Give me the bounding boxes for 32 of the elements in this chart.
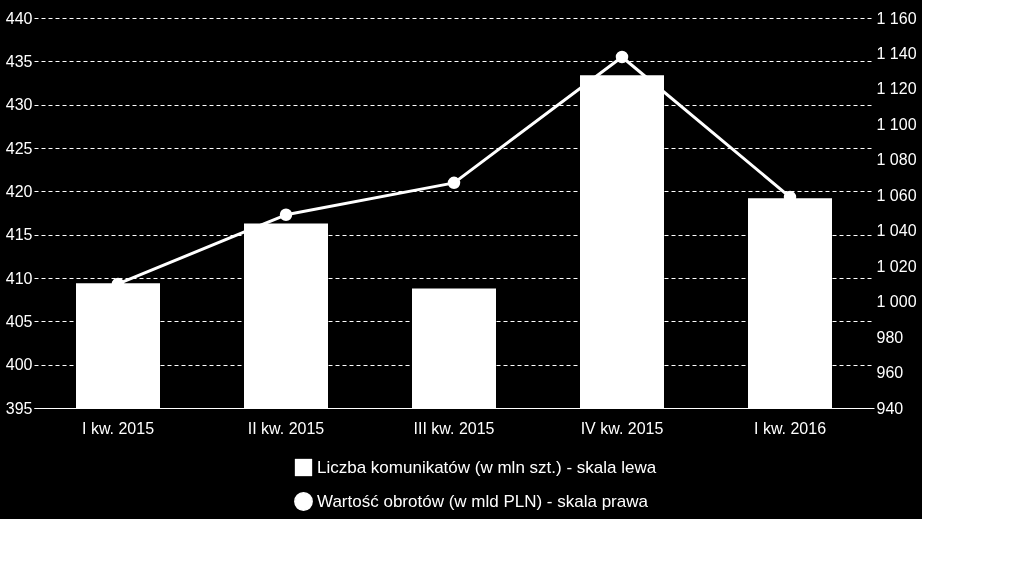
point <box>447 176 461 190</box>
y-tick-label: 415 <box>5 226 33 244</box>
y2-tick-label: 1 020 <box>876 257 917 275</box>
point <box>615 50 629 64</box>
y-tick-label: 410 <box>5 269 33 287</box>
y2-tick-label: 960 <box>876 364 904 382</box>
point <box>279 208 293 222</box>
y2-tick-label: 1 060 <box>876 186 917 204</box>
y2-tick-label: 1 000 <box>876 293 917 311</box>
y-tick-label: 420 <box>5 182 33 200</box>
y-tick-label: 395 <box>5 399 33 417</box>
legend-label: Wartość obrotów (w mld PLN) - skala prawa <box>317 491 649 511</box>
y2-tick-label: 940 <box>876 399 904 417</box>
y-tick-label: 430 <box>5 96 33 114</box>
y2-tick-label: 980 <box>876 328 904 346</box>
y-tick-label: 405 <box>5 312 33 330</box>
y2-tick-label: 1 100 <box>876 115 917 133</box>
y2-tick-label: 1 140 <box>876 44 917 62</box>
y2-tick-label: 1 080 <box>876 151 917 169</box>
x-tick-label: I kw. 2016 <box>753 419 827 437</box>
y2-tick-label: 1 040 <box>876 222 917 240</box>
x-tick-label: III kw. 2015 <box>413 419 495 437</box>
legend-label: Liczba komunikatów (w mln szt.) - skala lewa <box>317 457 657 477</box>
y-tick-label: 425 <box>5 139 33 157</box>
x-tick-label: II kw. 2015 <box>247 419 325 437</box>
y2-tick-label: 1 160 <box>876 9 917 27</box>
y-tick-label: 435 <box>5 52 33 70</box>
x-tick-label: IV kw. 2015 <box>580 419 664 437</box>
y-tick-label: 440 <box>5 9 33 27</box>
y2-tick-label: 1 120 <box>876 80 917 98</box>
x-tick-label: I kw. 2015 <box>81 419 155 437</box>
y-tick-label: 400 <box>5 356 33 374</box>
